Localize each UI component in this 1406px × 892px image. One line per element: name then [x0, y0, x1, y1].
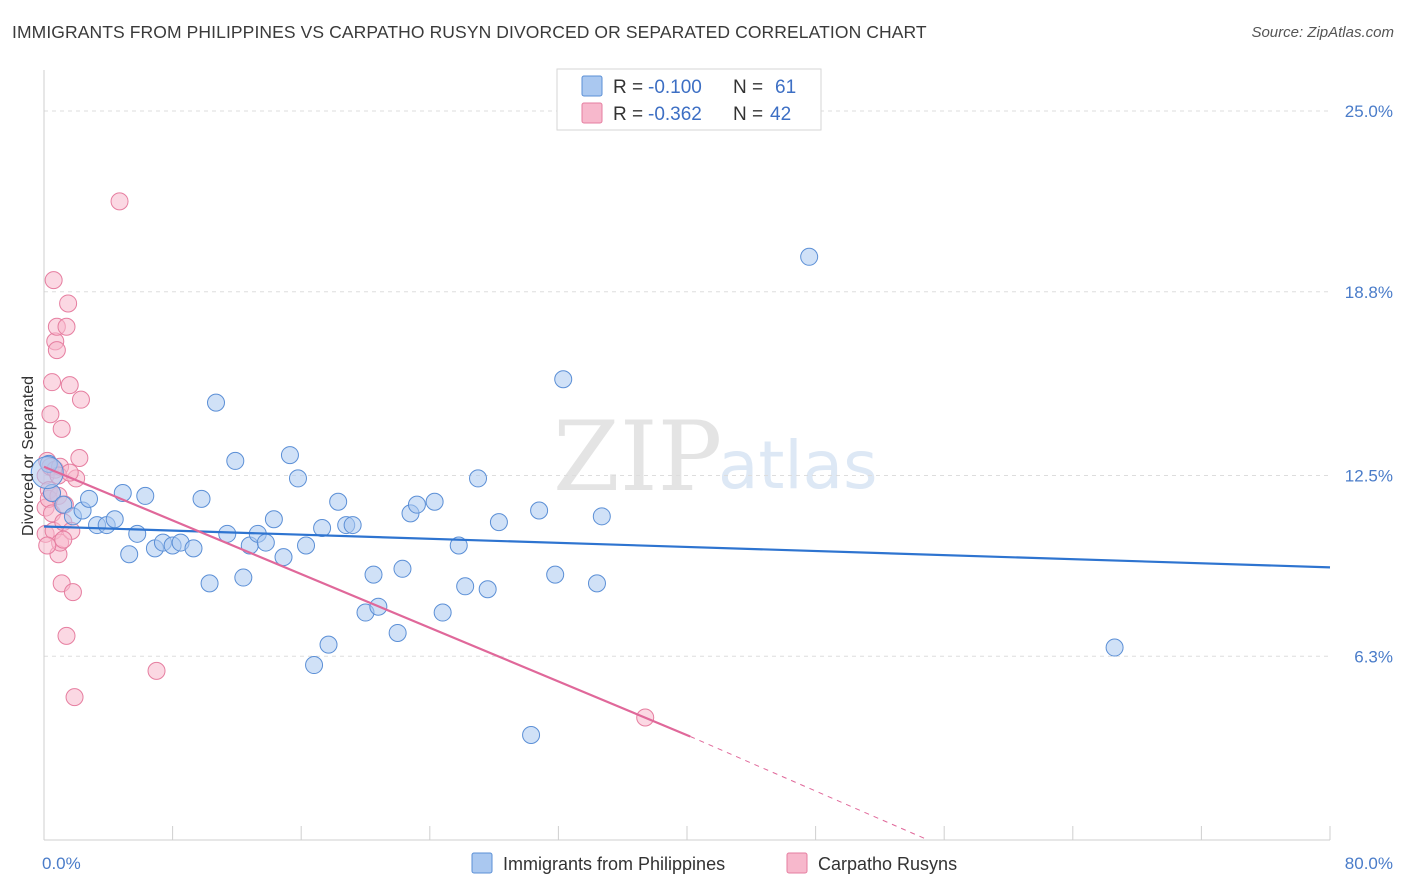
- philippines-point: [54, 495, 73, 514]
- philippines-point: [192, 489, 211, 508]
- legend-r-label: R =: [613, 104, 643, 125]
- watermark-zip: ZIP: [553, 401, 722, 513]
- philippines-point: [364, 565, 383, 584]
- philippines-point: [256, 533, 275, 552]
- carpatho-point: [57, 317, 76, 336]
- y-tick-label: 25.0%: [1345, 102, 1393, 121]
- philippines-point: [184, 539, 203, 558]
- philippines-point: [587, 574, 606, 593]
- carpatho-point: [60, 376, 79, 395]
- philippines-point: [297, 536, 316, 555]
- philippines-point: [469, 469, 488, 488]
- philippines-point: [489, 513, 508, 532]
- carpatho-point: [147, 661, 166, 680]
- philippines-point: [343, 516, 362, 535]
- carpatho-point: [52, 419, 71, 438]
- series-legend: Immigrants from Philippines Carpatho Rus…: [471, 852, 957, 874]
- legend-r-label: R =: [613, 77, 643, 98]
- correlation-legend: R = -0.100 N = 61 R = -0.362 N = 42: [556, 68, 822, 131]
- x-tick-labels: 0.0% 80.0%: [42, 854, 1393, 873]
- legend-n-label: N =: [733, 104, 763, 125]
- philippines-point: [319, 635, 338, 654]
- legend-r-value: -0.100: [648, 77, 702, 98]
- philippines-point: [280, 446, 299, 465]
- y-axis-label: Divorced or Separated: [20, 376, 37, 536]
- philippines-point: [592, 507, 611, 526]
- legend-n-label: N =: [733, 77, 763, 98]
- philippines-point: [305, 656, 324, 675]
- philippines-point: [234, 568, 253, 587]
- philippines-point: [120, 545, 139, 564]
- carpatho-point: [44, 271, 63, 290]
- philippines-point: [530, 501, 549, 520]
- carpatho-trend-extension: [690, 736, 929, 841]
- philippines-point: [546, 565, 565, 584]
- philippines-point: [388, 623, 407, 642]
- philippines-point: [313, 518, 332, 537]
- philippines-point: [200, 574, 219, 593]
- y-tick-label: 18.8%: [1345, 283, 1393, 302]
- philippines-point: [1105, 638, 1124, 657]
- carpatho-point: [110, 192, 129, 211]
- bottom-legend-swatch-carpatho: [786, 852, 808, 874]
- y-tick-label: 6.3%: [1354, 647, 1393, 666]
- bottom-legend-swatch-philippines: [471, 852, 493, 874]
- philippines-point: [554, 370, 573, 389]
- x-tick-label: 0.0%: [42, 854, 81, 873]
- philippines-point: [329, 492, 348, 511]
- philippines-point: [449, 536, 468, 555]
- legend-n-value: 61: [775, 77, 796, 98]
- philippines-point: [393, 559, 412, 578]
- philippines-point: [288, 469, 307, 488]
- legend-r-value: -0.362: [648, 104, 702, 125]
- philippines-trend-line: [43, 525, 1331, 569]
- philippines-point: [264, 510, 283, 529]
- carpatho-point: [38, 536, 57, 555]
- legend-n-value: 42: [770, 104, 791, 125]
- philippines-point: [407, 495, 426, 514]
- bottom-legend-label-philippines: Immigrants from Philippines: [503, 854, 725, 874]
- legend-swatch-philippines: [581, 75, 603, 97]
- carpatho-trend-line: [43, 465, 691, 738]
- philippines-point: [226, 451, 245, 470]
- philippines-point: [433, 603, 452, 622]
- philippines-point: [425, 492, 444, 511]
- x-tick-label: 80.0%: [1345, 854, 1393, 873]
- source-label: Source: ZipAtlas.com: [1251, 24, 1394, 41]
- philippines-point: [128, 524, 147, 543]
- carpatho-point: [71, 390, 90, 409]
- philippines-point: [800, 247, 819, 266]
- carpatho-point: [63, 583, 82, 602]
- legend-swatch-carpatho: [581, 102, 603, 124]
- chart-title: IMMIGRANTS FROM PHILIPPINES VS CARPATHO …: [12, 22, 927, 42]
- philippines-point: [105, 510, 124, 529]
- carpatho-point: [43, 373, 62, 392]
- trend-lines: [43, 465, 1331, 841]
- philippines-point: [207, 393, 226, 412]
- carpatho-point: [65, 688, 84, 707]
- philippines-point: [478, 580, 497, 599]
- carpatho-point: [47, 341, 66, 360]
- carpatho-point: [59, 294, 78, 313]
- philippines-point: [80, 489, 99, 508]
- carpatho-point: [54, 530, 73, 549]
- philippines-point: [456, 577, 475, 596]
- philippines-point: [136, 486, 155, 505]
- bottom-legend-label-carpatho: Carpatho Rusyns: [818, 854, 957, 874]
- watermark: ZIP atlas: [553, 401, 878, 513]
- y-tick-labels: 6.3% 12.5% 18.8% 25.0%: [1345, 102, 1393, 666]
- y-tick-label: 12.5%: [1345, 466, 1393, 485]
- philippines-point: [30, 456, 64, 490]
- philippines-point: [522, 726, 541, 745]
- watermark-atlas: atlas: [718, 427, 878, 504]
- carpatho-point: [70, 449, 89, 467]
- carpatho-point: [41, 405, 60, 424]
- carpatho-point: [57, 626, 76, 645]
